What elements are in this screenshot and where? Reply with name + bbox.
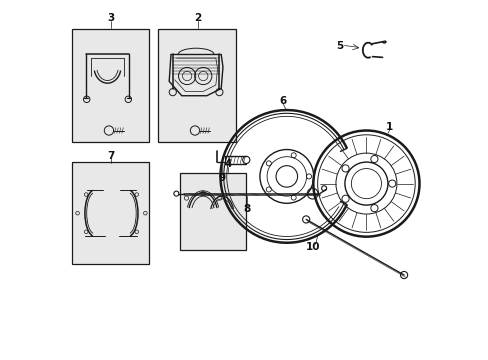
Bar: [158, 30, 235, 142]
Bar: [72, 30, 149, 142]
Text: 7: 7: [107, 150, 115, 161]
Text: 3: 3: [107, 13, 115, 23]
Text: 5: 5: [336, 41, 343, 50]
Text: 4: 4: [224, 159, 231, 169]
Bar: [72, 162, 149, 264]
Text: 6: 6: [279, 96, 286, 106]
Bar: [180, 173, 246, 250]
Text: 2: 2: [194, 13, 201, 23]
Text: 10: 10: [305, 242, 320, 252]
Text: 8: 8: [243, 204, 250, 215]
Text: 1: 1: [386, 122, 392, 132]
Text: 9: 9: [218, 173, 225, 183]
